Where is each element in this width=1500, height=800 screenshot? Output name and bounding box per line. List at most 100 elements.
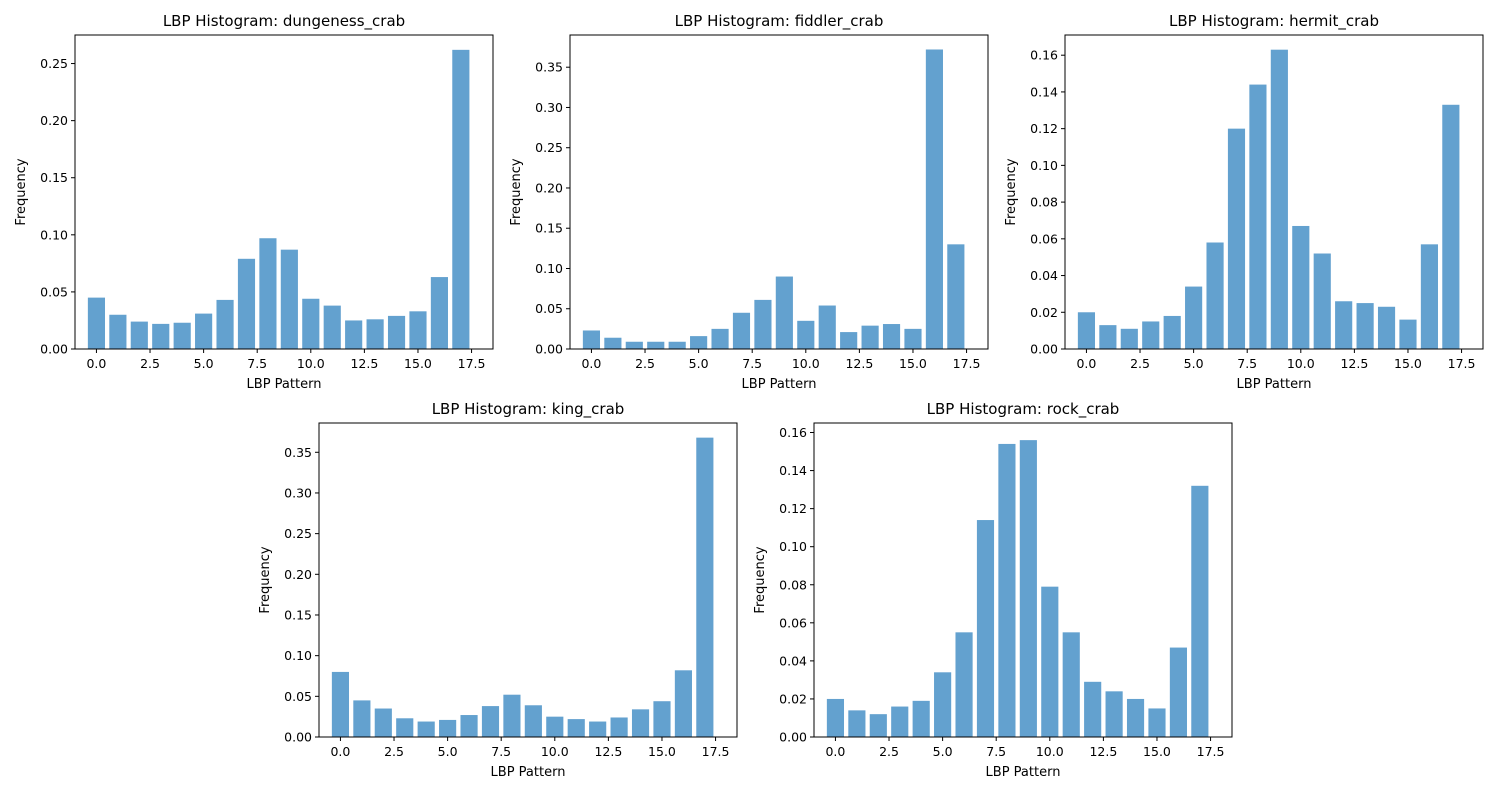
- y-tick-label: 0.10: [1030, 158, 1058, 173]
- bar: [1148, 708, 1166, 737]
- y-tick-label: 0.05: [284, 689, 312, 704]
- bar: [1313, 253, 1331, 349]
- x-tick-label: 5.0: [1184, 356, 1204, 371]
- x-tick-label: 15.0: [899, 356, 927, 371]
- x-tick-label: 10.0: [541, 744, 569, 759]
- x-tick-label: 0.0: [825, 744, 845, 759]
- bar: [452, 49, 470, 350]
- x-tick-label: 12.5: [845, 356, 873, 371]
- bar: [891, 706, 909, 737]
- bar: [1084, 681, 1102, 737]
- y-tick-label: 0.15: [40, 170, 68, 185]
- y-tick-label: 0.04: [1030, 268, 1058, 283]
- chart-panel-1: 0.0 2.5 5.0 7.5 10.0 12.5 15.0 17.5 0.00 0.05 0.10…: [509, 12, 989, 392]
- x-tick-label: 2.5: [879, 744, 899, 759]
- x-tick-label: 0.0: [1076, 356, 1096, 371]
- x-tick-label: 7.5: [986, 744, 1006, 759]
- bar: [754, 299, 772, 349]
- x-tick-label: 0.0: [330, 744, 350, 759]
- bar: [280, 249, 298, 349]
- y-tick-label: 0.05: [535, 301, 563, 316]
- y-tick-label: 0.08: [1030, 195, 1058, 210]
- y-axis-label: Frequency: [753, 546, 768, 613]
- x-tick-label: 15.0: [648, 744, 676, 759]
- bar: [331, 671, 350, 737]
- y-tick-label: 0.12: [1030, 121, 1058, 136]
- x-tick-label: 2.5: [140, 356, 160, 371]
- bar: [840, 332, 858, 349]
- bar: [87, 297, 106, 349]
- bar: [647, 341, 665, 349]
- bar: [869, 714, 887, 737]
- y-tick-label: 0.00: [535, 342, 563, 357]
- bar: [567, 719, 585, 737]
- bar: [797, 320, 815, 349]
- bar: [130, 321, 148, 349]
- y-tick-label: 0.25: [284, 526, 312, 541]
- bar: [775, 276, 793, 349]
- bar: [216, 299, 234, 349]
- y-tick-label: 0.08: [779, 577, 807, 592]
- x-tick-label: 10.0: [297, 356, 325, 371]
- bar: [524, 705, 542, 737]
- y-tick-label: 0.20: [535, 180, 563, 195]
- bar: [1041, 586, 1059, 737]
- bar: [503, 694, 521, 737]
- chart-panel-2: 0.0 2.5 5.0 7.5 10.0 12.5 15.0 17.5 0.00 0.02 0.04…: [1004, 12, 1484, 392]
- bar: [904, 328, 922, 349]
- bar: [625, 341, 643, 349]
- x-tick-label: 7.5: [491, 744, 511, 759]
- x-tick-label: 17.5: [953, 356, 981, 371]
- bar: [460, 715, 478, 737]
- bar: [195, 313, 213, 349]
- bar: [1420, 244, 1438, 349]
- chart-title: LBP Histogram: rock_crab: [927, 400, 1120, 419]
- bar: [1105, 691, 1123, 737]
- y-axis-label: Frequency: [1004, 158, 1019, 225]
- x-tick-label: 2.5: [384, 744, 404, 759]
- y-tick-label: 0.02: [1030, 305, 1058, 320]
- y-tick-label: 0.10: [284, 648, 312, 663]
- y-tick-label: 0.35: [535, 60, 563, 75]
- bar: [1142, 321, 1160, 349]
- bar: [259, 238, 277, 349]
- bar: [409, 311, 427, 349]
- y-axis-label: Frequency: [509, 158, 524, 225]
- plot-frame: [1064, 34, 1484, 350]
- bar: [417, 721, 435, 737]
- y-tick-label: 0.10: [535, 261, 563, 276]
- bar: [947, 244, 965, 349]
- bar: [1356, 303, 1374, 349]
- chart-title: LBP Histogram: fiddler_crab: [675, 12, 884, 31]
- y-tick-label: 0.14: [779, 463, 807, 478]
- x-tick-label: 7.5: [1237, 356, 1257, 371]
- x-tick-label: 0.0: [86, 356, 106, 371]
- y-tick-label: 0.30: [284, 485, 312, 500]
- bar: [1227, 128, 1246, 349]
- bar: [1185, 286, 1203, 349]
- bar: [1270, 49, 1288, 349]
- x-tick-label: 7.5: [742, 356, 762, 371]
- x-tick-label: 15.0: [1143, 744, 1171, 759]
- bar: [711, 328, 729, 349]
- y-axis-label: Frequency: [258, 546, 273, 613]
- bar: [1099, 325, 1117, 349]
- bar: [912, 700, 930, 737]
- x-tick-label: 5.0: [438, 744, 458, 759]
- y-tick-label: 0.25: [40, 56, 68, 71]
- x-tick-label: 7.5: [247, 356, 267, 371]
- x-tick-label: 15.0: [1394, 356, 1422, 371]
- bar: [1019, 440, 1037, 737]
- bar: [173, 322, 191, 349]
- bar: [653, 701, 671, 737]
- x-axis-label: LBP Pattern: [986, 765, 1061, 780]
- plot-frame: [318, 422, 738, 738]
- bar: [826, 698, 845, 737]
- y-tick-label: 0.12: [779, 501, 807, 516]
- bar: [604, 337, 622, 349]
- bar: [1126, 698, 1145, 737]
- x-tick-label: 12.5: [1340, 356, 1368, 371]
- bar: [1120, 328, 1138, 349]
- y-tick-label: 0.10: [40, 227, 68, 242]
